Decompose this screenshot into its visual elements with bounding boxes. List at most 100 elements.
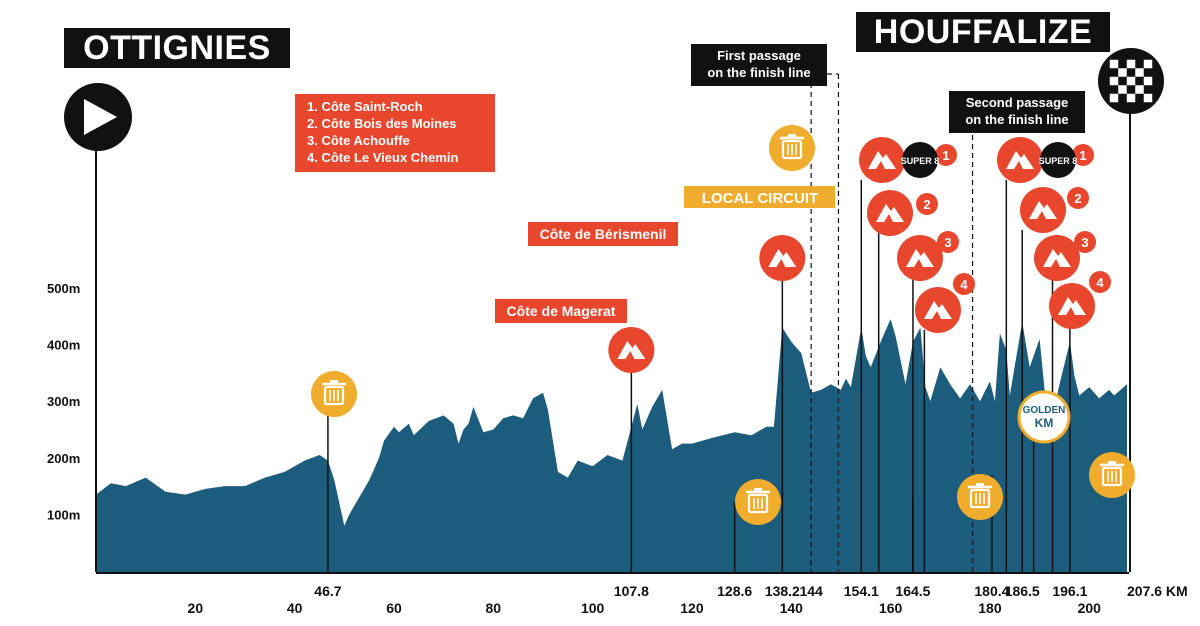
legend-item-4: 4. Côte Le Vieux Chemin <box>307 150 459 165</box>
climb-number-1: 1 <box>1079 148 1086 163</box>
x-tick-label-200: 200 <box>1078 600 1102 616</box>
checker-square <box>1109 59 1119 69</box>
checker-square <box>1118 85 1127 94</box>
named-climb-label-bg <box>528 222 678 246</box>
elevation-area <box>96 319 1127 572</box>
x-tick-label-120: 120 <box>680 600 704 616</box>
mountain-notch <box>1014 161 1023 169</box>
mountain-icon <box>617 341 646 359</box>
mountain-notch <box>625 351 635 359</box>
y-tick-label-200: 200m <box>47 451 80 466</box>
y-tick-label-100: 100m <box>47 507 80 522</box>
super8-checkpoint-icon <box>902 142 938 178</box>
second-passage-label: Second passage on the finish line <box>949 91 1085 133</box>
km-marker-label-154-1: 154.1 <box>844 583 879 599</box>
circuit-climb-marker-4 <box>915 287 961 333</box>
bin-handle <box>1108 461 1116 465</box>
local-circuit-label: LOCAL CIRCUIT <box>702 190 818 207</box>
bin-icon <box>1101 466 1123 487</box>
feed-zone-marker-4 <box>1089 452 1135 498</box>
climb-number-badge <box>1089 271 1111 293</box>
climb-number-4: 4 <box>1096 275 1104 290</box>
checker-square <box>1135 85 1144 94</box>
mountain-icon <box>876 204 904 222</box>
mountain-icon <box>868 151 896 169</box>
checker-square <box>1126 59 1136 69</box>
checker-square <box>1143 59 1153 69</box>
y-tick-label-400: 400m <box>47 338 80 353</box>
checker-square <box>1109 76 1119 86</box>
climb-number-badge <box>1074 231 1096 253</box>
finish-city-label: HOUFFALIZE <box>856 12 1110 52</box>
golden-km-icon <box>1017 390 1071 444</box>
mountain-notch <box>1051 259 1060 267</box>
mountain-icon <box>1043 249 1071 267</box>
km-marker-label-128-6: 128.6 <box>717 583 752 599</box>
checker-square <box>1143 76 1153 86</box>
climb-number-badge <box>935 144 957 166</box>
super8-checkpoint-label: SUPER 8 <box>1039 156 1078 166</box>
mountain-icon <box>768 249 797 267</box>
mountain-notch <box>876 161 885 169</box>
climb-number-4: 4 <box>960 277 968 292</box>
x-tick-label-40: 40 <box>287 600 303 616</box>
climb-number-badge <box>937 231 959 253</box>
circuit-climb-marker-2 <box>867 190 913 236</box>
km-marker-label-186-5: 186.5 <box>1005 583 1040 599</box>
circuit-climb-marker-3 <box>897 235 943 281</box>
x-tick-label-140: 140 <box>780 600 804 616</box>
mountain-notch <box>1037 211 1046 219</box>
bin-icon <box>781 139 803 160</box>
super8-checkpoint-label: SUPER 8 <box>901 156 940 166</box>
km-marker-label-180-4: 180.4 <box>974 583 1009 599</box>
bin-icon <box>323 385 345 406</box>
climb-number-1: 1 <box>942 148 949 163</box>
climb-number-3: 3 <box>1081 235 1088 250</box>
x-tick-label-180: 180 <box>978 600 1002 616</box>
legend-item-3: 3. Côte Achouffe <box>307 133 410 148</box>
checker-square <box>1126 93 1136 103</box>
golden-km-label-1: GOLDEN <box>1023 405 1066 416</box>
bin-handle <box>330 380 338 384</box>
x-tick-label-80: 80 <box>486 600 502 616</box>
y-tick-label-300: 300m <box>47 394 80 409</box>
feed-zone-marker-5 <box>769 125 815 171</box>
feed-zone-marker-1 <box>311 371 357 417</box>
y-tick-label-500: 500m <box>47 281 80 296</box>
first-passage-label: First passage on the finish line <box>691 44 827 86</box>
mountain-notch <box>1066 307 1075 315</box>
climb-number-badge <box>953 273 975 295</box>
mountain-notch <box>776 259 786 267</box>
circuit-climb-marker-8 <box>1049 283 1095 329</box>
named-climb-label-1: Côte de Magerat <box>507 303 616 319</box>
mountain-icon <box>1058 297 1086 315</box>
km-marker-label-138-2: 138.2 <box>765 583 800 599</box>
x-tick-label-160: 160 <box>879 600 903 616</box>
checker-square <box>1135 68 1144 77</box>
km-marker-label-207-6-KM: 207.6 KM <box>1127 583 1188 599</box>
bin-icon <box>747 493 769 514</box>
circuit-climb-marker-5 <box>997 137 1043 183</box>
climb-number-badge <box>1072 144 1094 166</box>
mountain-icon <box>906 249 934 267</box>
circuit-climb-marker-7 <box>1034 235 1080 281</box>
x-tick-label-60: 60 <box>386 600 402 616</box>
climb-number-2: 2 <box>923 197 930 212</box>
named-climb-marker-2 <box>759 235 806 281</box>
checker-square <box>1126 76 1136 86</box>
climb-number-badge <box>1067 187 1089 209</box>
climb-number-badge <box>916 193 938 215</box>
circuit-climbs-legend: 1. Côte Saint-Roch 2. Côte Bois des Moin… <box>295 94 495 172</box>
play-triangle-icon <box>84 99 117 135</box>
mountain-icon <box>1006 151 1034 169</box>
bin-icon <box>969 488 991 509</box>
named-climb-label-bg <box>495 299 627 323</box>
mountain-notch <box>884 214 893 222</box>
legend-item-1: 1. Côte Saint-Roch <box>307 99 423 114</box>
climb-number-2: 2 <box>1074 191 1081 206</box>
climb-number-3: 3 <box>944 235 951 250</box>
x-tick-label-100: 100 <box>581 600 605 616</box>
local-circuit-label-bg <box>684 186 835 208</box>
